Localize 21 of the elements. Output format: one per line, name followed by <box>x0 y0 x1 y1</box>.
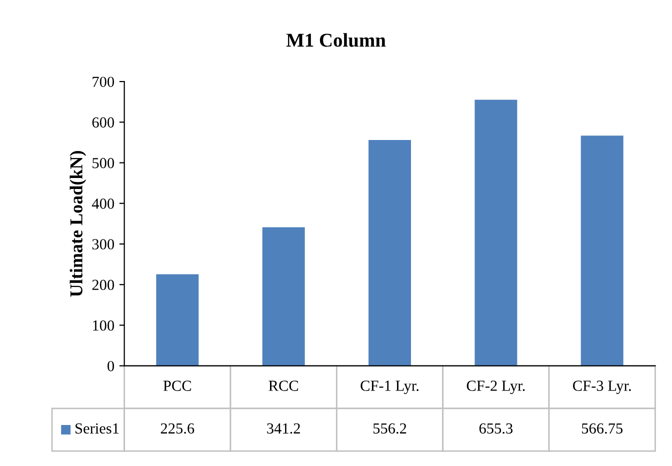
x-tick-label: CF-1 Lyr. <box>360 380 418 394</box>
y-tick-label: 300 <box>92 239 114 250</box>
y-tick-label: 100 <box>93 320 114 331</box>
y-tick-label: 700 <box>92 76 114 87</box>
x-tick-label: CF-3 Lyr. <box>573 380 631 394</box>
chart-title: M1 Column <box>286 33 386 47</box>
y-tick-label: 500 <box>92 158 114 168</box>
legend-label: Series1 <box>76 423 119 434</box>
x-tick-label: CF-2 Lyr. <box>466 380 525 394</box>
data-label: 225.6 <box>160 423 194 434</box>
x-tick-label: RCC <box>268 380 298 391</box>
y-tick-label: 400 <box>92 198 114 209</box>
y-tick-label: 600 <box>92 117 114 128</box>
x-tick-label: PCC <box>163 380 192 391</box>
data-label: 556.2 <box>373 423 406 434</box>
data-label: 341.2 <box>267 423 300 434</box>
data-label: 566.75 <box>582 423 623 434</box>
y-tick-label: 200 <box>92 280 114 290</box>
y-axis-title: Ultimate Load(kN) <box>70 151 86 297</box>
y-tick-label: 0 <box>108 360 114 372</box>
data-label: 655.3 <box>479 423 513 434</box>
